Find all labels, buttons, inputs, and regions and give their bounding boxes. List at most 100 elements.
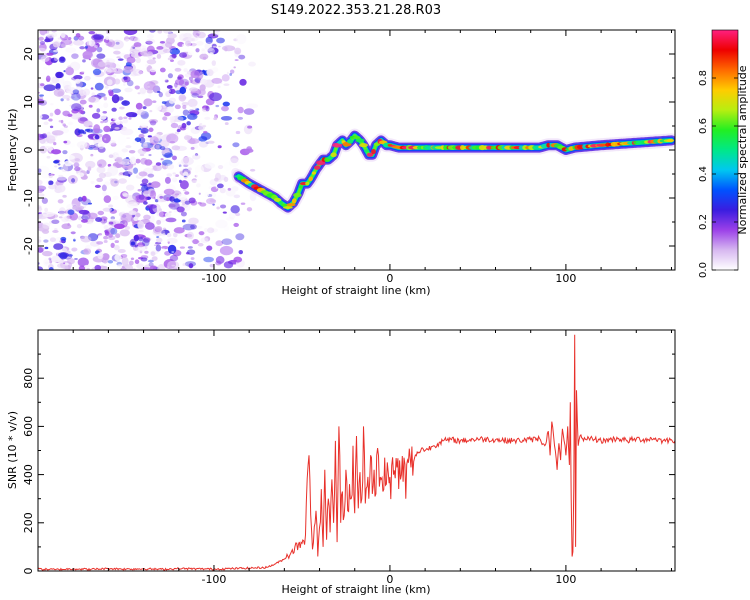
noise-speckle (191, 106, 197, 109)
noise-speckle (65, 67, 74, 76)
noise-speckle (52, 229, 59, 233)
noise-speckle (164, 152, 174, 158)
ridge-blob (298, 185, 304, 189)
noise-speckle (111, 74, 117, 78)
noise-speckle (192, 154, 201, 160)
noise-speckle (121, 148, 129, 153)
noise-speckle (88, 104, 93, 108)
noise-speckle (182, 109, 189, 116)
noise-speckle (194, 108, 200, 111)
noise-speckle (108, 204, 114, 208)
noise-speckle (230, 205, 240, 214)
spectrogram-y-tick-label: 0 (22, 147, 35, 154)
noise-speckle (113, 244, 120, 251)
noise-speckle (87, 202, 93, 205)
noise-speckle (108, 233, 113, 238)
noise-speckle (110, 122, 124, 131)
noise-speckle (167, 33, 177, 39)
noise-speckle (174, 82, 178, 88)
noise-speckle (201, 49, 207, 54)
noise-speckle (217, 145, 222, 149)
noise-speckle (193, 266, 197, 269)
noise-speckle (144, 159, 153, 166)
noise-speckle (46, 180, 50, 185)
noise-speckle (171, 264, 176, 267)
ridge-blob (371, 149, 376, 155)
noise-speckle (216, 206, 220, 210)
noise-speckle (223, 261, 234, 269)
noise-speckle (126, 51, 133, 55)
noise-speckle (48, 220, 54, 225)
noise-speckle (171, 132, 175, 135)
noise-speckle (59, 159, 63, 163)
noise-speckle (123, 30, 138, 36)
noise-speckle (71, 92, 81, 101)
noise-speckle (181, 122, 187, 129)
noise-speckle (93, 124, 101, 134)
noise-speckle (88, 31, 96, 35)
noise-speckle (187, 246, 193, 249)
snr-x-tick-label: 0 (386, 573, 393, 586)
snr-x-tick-label: -100 (201, 573, 226, 586)
noise-speckle (91, 92, 96, 97)
noise-speckle (176, 206, 185, 213)
noise-speckle (48, 184, 57, 190)
noise-speckle (135, 57, 141, 64)
noise-speckle (100, 120, 104, 124)
noise-speckle (164, 212, 172, 218)
colorbar-tick-label: 0.2 (698, 214, 709, 230)
noise-speckle (249, 191, 257, 202)
noise-speckle (125, 184, 135, 191)
noise-speckle (144, 222, 155, 230)
noise-speckle (38, 179, 43, 186)
noise-speckle (229, 73, 233, 76)
ridge-blob (383, 142, 390, 148)
noise-speckle (123, 116, 128, 120)
noise-speckle (139, 153, 145, 157)
noise-speckle (83, 247, 92, 255)
noise-speckle (212, 46, 217, 48)
noise-speckle (115, 233, 121, 239)
noise-speckle (56, 184, 66, 193)
ridge-blob (359, 143, 368, 148)
noise-speckle (54, 227, 58, 231)
noise-speckle (43, 121, 49, 126)
noise-speckle (128, 150, 136, 154)
noise-speckle (174, 67, 182, 72)
noise-speckle (187, 50, 194, 56)
noise-speckle (152, 57, 156, 60)
noise-speckle (101, 221, 106, 225)
noise-speckle (206, 197, 217, 205)
noise-speckle (167, 73, 173, 79)
noise-speckle (118, 172, 124, 177)
noise-speckle (102, 110, 107, 114)
noise-speckle (232, 131, 236, 134)
noise-speckle (148, 127, 154, 133)
noise-speckle (116, 56, 121, 59)
noise-speckle (87, 166, 92, 171)
noise-speckle (151, 167, 158, 171)
noise-speckle (110, 242, 115, 248)
noise-speckle (63, 140, 68, 144)
noise-speckle (149, 265, 157, 270)
noise-speckle (149, 190, 157, 199)
noise-speckle (225, 188, 236, 197)
noise-speckle (214, 177, 219, 182)
noise-speckle (112, 195, 119, 200)
noise-speckle (98, 104, 104, 109)
noise-speckle (99, 113, 107, 120)
noise-speckle (157, 30, 163, 34)
noise-speckle (103, 225, 109, 230)
noise-speckle (71, 103, 82, 112)
noise-speckle (202, 125, 207, 128)
noise-speckle (115, 121, 121, 125)
noise-speckle (234, 59, 239, 61)
noise-speckle (168, 211, 172, 213)
noise-speckle (145, 64, 149, 68)
noise-speckle (177, 76, 182, 80)
noise-speckle (221, 105, 229, 112)
noise-speckle (76, 223, 82, 229)
ridge-blob (305, 181, 310, 186)
noise-speckle (89, 155, 95, 161)
noise-speckle (148, 182, 152, 186)
